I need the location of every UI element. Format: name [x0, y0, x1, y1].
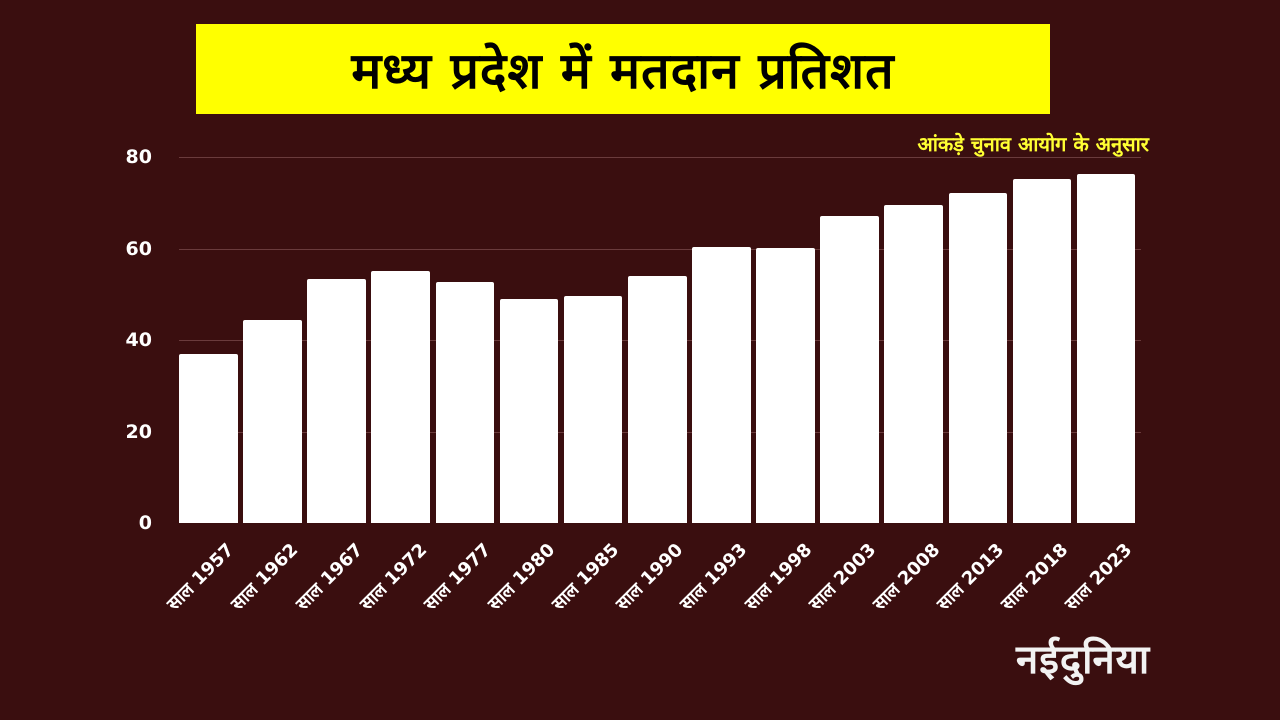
- bar: [435, 281, 495, 523]
- title-banner: मध्य प्रदेश में मतदान प्रतिशत: [196, 24, 1050, 114]
- x-tick-label: साल 1967: [291, 539, 367, 615]
- x-tick-label: साल 2023: [1061, 539, 1137, 615]
- bar: [948, 193, 1008, 523]
- bar: [243, 319, 302, 523]
- bar: [307, 279, 366, 523]
- plot-area: [179, 157, 1141, 523]
- y-tick-label: 0: [138, 512, 152, 534]
- bar: [1076, 174, 1136, 523]
- bar: [499, 298, 559, 523]
- source-note: आंकड़े चुनाव आयोग के अनुसार: [917, 132, 1149, 156]
- bar: [692, 247, 751, 523]
- x-tick-label: साल 1977: [419, 539, 496, 615]
- bar: [884, 205, 944, 523]
- x-tick-label: साल 2003: [804, 539, 880, 615]
- x-tick-label: साल 1985: [548, 539, 624, 615]
- bar: [820, 215, 879, 523]
- y-tick-label: 80: [125, 146, 152, 168]
- x-tick-label: साल 1980: [483, 539, 560, 615]
- x-tick-label: साल 1962: [227, 539, 303, 615]
- naidunia-logo: नईदुनिया: [1016, 637, 1151, 683]
- gridline: [179, 248, 1141, 250]
- x-tick-label: साल 2018: [997, 539, 1073, 615]
- chart-title: मध्य प्रदेश में मतदान प्रतिशत: [351, 42, 895, 100]
- bar: [371, 270, 431, 523]
- bar: [179, 353, 238, 523]
- bar: [756, 247, 815, 523]
- x-tick-label: साल 1993: [676, 539, 752, 615]
- bar: [1012, 178, 1072, 523]
- x-tick-label: साल 1990: [612, 539, 688, 615]
- x-tick-label: साल 2013: [932, 539, 1009, 615]
- bar: [563, 296, 623, 523]
- bar: [627, 275, 687, 523]
- y-tick-label: 60: [125, 237, 152, 260]
- y-tick-label: 20: [125, 420, 152, 443]
- x-tick-label: साल 2008: [868, 539, 945, 615]
- gridline: [179, 157, 1141, 158]
- x-tick-label: साल 1998: [740, 539, 816, 615]
- x-tick-label: साल 1972: [355, 539, 431, 615]
- x-tick-label: साल 1957: [163, 539, 239, 615]
- y-tick-label: 40: [125, 329, 152, 351]
